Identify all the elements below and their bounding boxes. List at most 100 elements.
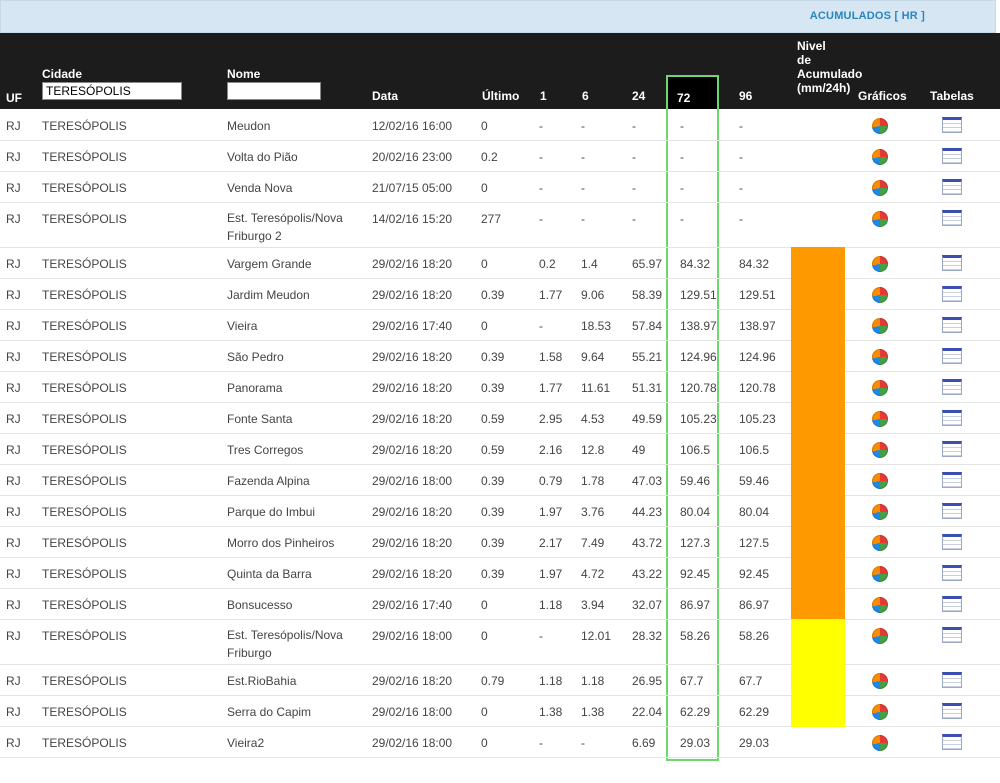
cell-96h: - (739, 212, 743, 226)
cell-nome: Meudon (227, 119, 271, 133)
cidade-filter-input[interactable] (42, 82, 182, 100)
cell-ultimo: 277 (481, 212, 502, 226)
pie-chart-icon[interactable] (872, 504, 888, 520)
table-icon[interactable] (942, 734, 962, 750)
level-indicator (791, 464, 845, 496)
cell-72h: 67.7 (680, 674, 704, 688)
table-icon[interactable] (942, 410, 962, 426)
cell-uf: RJ (6, 181, 21, 195)
cell-cidade: TERESÓPOLIS (42, 705, 127, 719)
header-ultimo[interactable]: Último (482, 89, 520, 103)
cell-data: 14/02/16 15:20 (372, 212, 453, 226)
table-icon[interactable] (942, 210, 962, 226)
table-icon[interactable] (942, 441, 962, 457)
header-72h[interactable]: 72 (677, 91, 691, 105)
header-data[interactable]: Data (372, 89, 399, 103)
table-row[interactable]: RJ TERESÓPOLIS Volta do Pião 20/02/16 23:00… (0, 140, 1000, 172)
table-icon[interactable] (942, 286, 962, 302)
table-row[interactable]: RJ TERESÓPOLIS Vargem Grande 29/02/16 18:20… (0, 247, 1000, 279)
pie-chart-icon[interactable] (872, 287, 888, 303)
header-96h[interactable]: 96 (739, 89, 753, 103)
pie-chart-icon[interactable] (872, 380, 888, 396)
pie-chart-icon[interactable] (872, 473, 888, 489)
pie-chart-icon[interactable] (872, 256, 888, 272)
table-icon[interactable] (942, 596, 962, 612)
cell-96h: 129.51 (739, 288, 776, 302)
pie-chart-icon[interactable] (872, 535, 888, 551)
pie-chart-icon[interactable] (872, 180, 888, 196)
cell-24h: - (632, 119, 636, 133)
table-icon[interactable] (942, 317, 962, 333)
pie-chart-icon[interactable] (872, 349, 888, 365)
table-icon[interactable] (942, 503, 962, 519)
cell-data: 29/02/16 17:40 (372, 598, 453, 612)
cell-uf: RJ (6, 212, 21, 226)
pie-chart-icon[interactable] (872, 211, 888, 227)
table-icon[interactable] (942, 703, 962, 719)
cell-cidade: TERESÓPOLIS (42, 350, 127, 364)
table-row[interactable]: RJ TERESÓPOLIS Serra do Capim 29/02/16 18:0… (0, 695, 1000, 727)
table-row[interactable]: RJ TERESÓPOLIS Meudon 12/02/16 16:00 0 - - - - - (0, 109, 1000, 141)
cell-uf: RJ (6, 598, 21, 612)
table-row[interactable]: RJ TERESÓPOLIS Tres Corregos 29/02/16 18:20… (0, 433, 1000, 465)
header-6h[interactable]: 6 (582, 89, 589, 103)
table-row[interactable]: RJ TERESÓPOLIS Bonsucesso 29/02/16 17:40 0 1.… (0, 588, 1000, 620)
pie-chart-icon[interactable] (872, 442, 888, 458)
table-row[interactable]: RJ TERESÓPOLIS Jardim Meudon 29/02/16 18:20… (0, 278, 1000, 310)
table-row[interactable]: RJ TERESÓPOLIS Est. Teresópolis/Nova Fribu… (0, 202, 1000, 248)
header-24h[interactable]: 24 (632, 89, 646, 103)
pie-chart-icon[interactable] (872, 673, 888, 689)
table-icon[interactable] (942, 627, 962, 643)
header-nome[interactable]: Nome (227, 67, 261, 81)
cell-data: 21/07/15 05:00 (372, 181, 453, 195)
pie-chart-icon[interactable] (872, 411, 888, 427)
pie-chart-icon[interactable] (872, 566, 888, 582)
acumulados-link[interactable]: ACUMULADOS [ HR ] (809, 10, 925, 22)
table-row[interactable]: RJ TERESÓPOLIS Venda Nova 21/07/15 05:00 0 - -… (0, 171, 1000, 203)
cell-1h: - (539, 181, 543, 195)
header-72h-cell[interactable]: 72 (666, 75, 719, 109)
cell-cidade: TERESÓPOLIS (42, 412, 127, 426)
cell-data: 12/02/16 16:00 (372, 119, 453, 133)
table-row[interactable]: RJ TERESÓPOLIS Morro dos Pinheiros 29/02/16… (0, 526, 1000, 558)
pie-chart-icon[interactable] (872, 597, 888, 613)
table-icon[interactable] (942, 379, 962, 395)
table-row[interactable]: RJ TERESÓPOLIS Est.RioBahia 29/02/16 18:20 0… (0, 664, 1000, 696)
table-icon[interactable] (942, 565, 962, 581)
table-icon[interactable] (942, 255, 962, 271)
cell-72h: 138.97 (680, 319, 717, 333)
pie-chart-icon[interactable] (872, 735, 888, 751)
table-row[interactable]: RJ TERESÓPOLIS Fonte Santa 29/02/16 18:20 0.… (0, 402, 1000, 434)
pie-chart-icon[interactable] (872, 149, 888, 165)
table-icon[interactable] (942, 179, 962, 195)
pie-chart-icon[interactable] (872, 628, 888, 644)
cell-6h: 3.94 (581, 598, 605, 612)
table-row[interactable]: RJ TERESÓPOLIS Vieira2 29/02/16 18:00 0 - - 6.6… (0, 726, 1000, 758)
nome-filter-input[interactable] (227, 82, 321, 100)
header-cidade[interactable]: Cidade (42, 67, 83, 81)
table-row[interactable]: RJ TERESÓPOLIS Quinta da Barra 29/02/16 18:… (0, 557, 1000, 589)
table-icon[interactable] (942, 148, 962, 164)
cell-96h: 62.29 (739, 705, 770, 719)
table-row[interactable]: RJ TERESÓPOLIS Est. Teresópolis/Nova Fribu… (0, 619, 1000, 665)
cell-ultimo: 0.39 (481, 381, 505, 395)
header-1h[interactable]: 1 (540, 89, 547, 103)
pie-chart-icon[interactable] (872, 318, 888, 334)
cell-nome: Tres Corregos (227, 443, 304, 457)
pie-chart-icon[interactable] (872, 704, 888, 720)
table-row[interactable]: RJ TERESÓPOLIS Panorama 29/02/16 18:20 0.39 1… (0, 371, 1000, 403)
table-icon[interactable] (942, 672, 962, 688)
pie-chart-icon[interactable] (872, 118, 888, 134)
table-icon[interactable] (942, 117, 962, 133)
table-row[interactable]: RJ TERESÓPOLIS Fazenda Alpina 29/02/16 18:0… (0, 464, 1000, 496)
cell-ultimo: 0.79 (481, 674, 505, 688)
table-icon[interactable] (942, 348, 962, 364)
cell-data: 29/02/16 18:20 (372, 381, 453, 395)
table-icon[interactable] (942, 534, 962, 550)
cell-1h: 1.97 (539, 505, 563, 519)
table-icon[interactable] (942, 472, 962, 488)
table-row[interactable]: RJ TERESÓPOLIS Vieira 29/02/16 17:40 0 - 18.53… (0, 309, 1000, 341)
table-row[interactable]: RJ TERESÓPOLIS São Pedro 29/02/16 18:20 0.39… (0, 340, 1000, 372)
table-row[interactable]: RJ TERESÓPOLIS Parque do Imbui 29/02/16 18:… (0, 495, 1000, 527)
header-uf[interactable]: UF (6, 91, 22, 105)
